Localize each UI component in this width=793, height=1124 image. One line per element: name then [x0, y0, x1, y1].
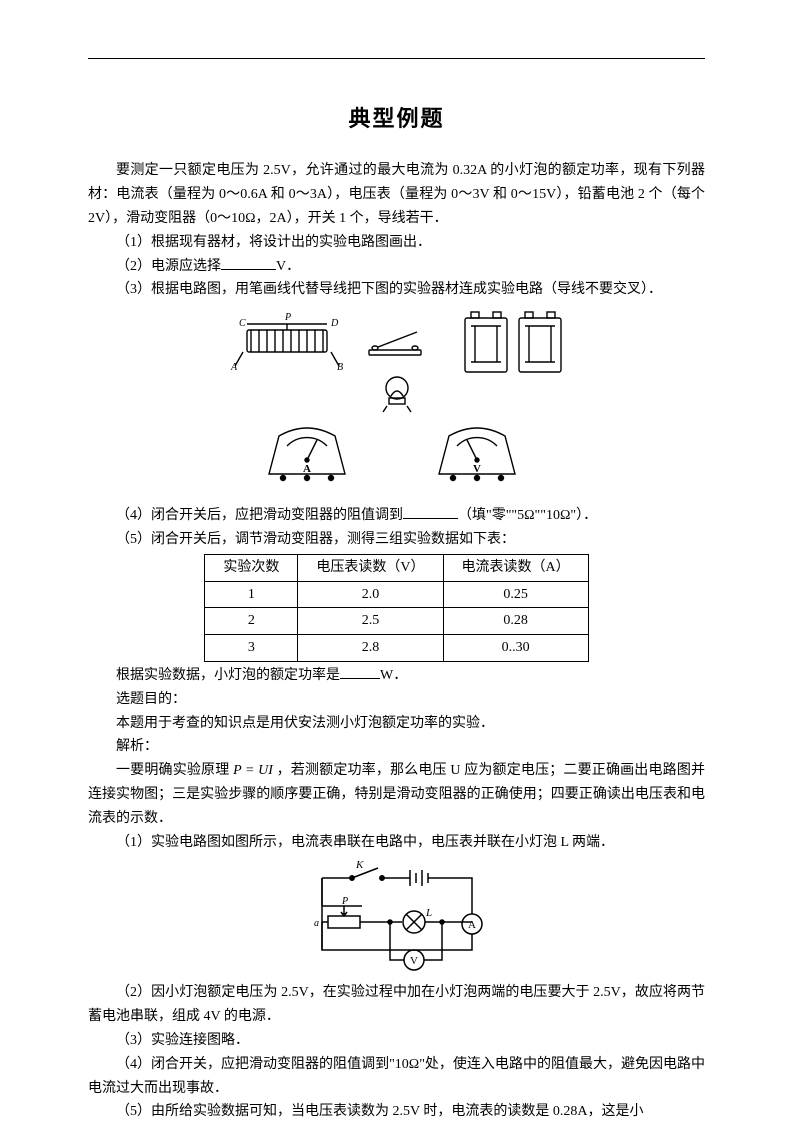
svg-text:B: B [337, 362, 343, 373]
th-trial: 实验次数 [205, 554, 298, 581]
cell: 0..30 [443, 635, 588, 662]
after-table: 根据实验数据，小灯泡的额定功率是 W． [88, 664, 705, 688]
svg-text:P: P [284, 312, 291, 323]
figure-circuit: K A P a L [88, 860, 705, 975]
th-voltage: 电压表读数（V） [298, 554, 443, 581]
table-row: 3 2.8 0..30 [205, 635, 588, 662]
answer-3: （3）实验连接图略． [88, 1029, 705, 1053]
svg-text:C: C [239, 318, 246, 329]
figure-apparatus: C D A B P [88, 308, 705, 498]
formula-p-ui: P = UI [233, 763, 273, 778]
after-table-a: 根据实验数据，小灯泡的额定功率是 [116, 668, 340, 683]
q2-text-b: V． [276, 259, 300, 274]
page-title: 典型例题 [88, 100, 705, 137]
power-blank [340, 665, 380, 679]
after-table-b: W． [380, 668, 407, 683]
answer-1: （1）实验电路图如图所示，电流表串联在电路中，电压表并联在小灯泡 L 两端． [88, 831, 705, 855]
svg-text:D: D [330, 318, 339, 329]
cell: 2 [205, 608, 298, 635]
question-2: （2）电源应选择 V． [88, 255, 705, 279]
purpose-label: 选题目的： [88, 688, 705, 712]
question-4: （4）闭合开关后，应把滑动变阻器的阻值调到 （填"零""5Ω""10Ω"）． [88, 504, 705, 528]
cell: 3 [205, 635, 298, 662]
table-row: 2 2.5 0.28 [205, 608, 588, 635]
svg-text:P: P [341, 896, 348, 907]
question-1: （1）根据现有器材，将设计出的实验电路图画出． [88, 231, 705, 255]
answer-4: （4）闭合开关，应把滑动变阻器的阻值调到"10Ω"处，使连入电路中的阻值最大，避… [88, 1053, 705, 1101]
top-horizontal-rule [88, 58, 705, 59]
svg-text:A: A [468, 919, 476, 931]
analysis-1: 一要明确实验原理 P = UI ，若测额定功率，那么电压 U 应为额定电压；二要… [88, 759, 705, 830]
cell: 0.28 [443, 608, 588, 635]
svg-text:V: V [473, 463, 481, 475]
svg-text:V: V [410, 955, 418, 967]
analysis-label: 解析： [88, 735, 705, 759]
question-5: （5）闭合开关后，调节滑动变阻器，测得三组实验数据如下表： [88, 528, 705, 552]
svg-text:A: A [230, 362, 238, 373]
q2-blank [221, 256, 276, 270]
q4-blank [403, 505, 458, 519]
q2-text-a: （2）电源应选择 [116, 259, 221, 274]
svg-text:L: L [425, 907, 432, 919]
table-row: 1 2.0 0.25 [205, 581, 588, 608]
intro-paragraph: 要测定一只额定电压为 2.5V，允许通过的最大电流为 0.32A 的小灯泡的额定… [88, 159, 705, 230]
purpose-text: 本题用于考查的知识点是用伏安法测小灯泡额定功率的实验． [88, 712, 705, 736]
cell: 2.8 [298, 635, 443, 662]
analysis1-a: 一要明确实验原理 [116, 763, 233, 778]
answer-2: （2）因小灯泡额定电压为 2.5V，在实验过程中加在小灯泡两端的电压要大于 2.… [88, 981, 705, 1029]
circuit-svg: K A P a L [292, 860, 502, 975]
q4-text-a: （4）闭合开关后，应把滑动变阻器的阻值调到 [116, 508, 403, 523]
apparatus-svg: C D A B P [207, 308, 587, 498]
th-current: 电流表读数（A） [443, 554, 588, 581]
table-header-row: 实验次数 电压表读数（V） 电流表读数（A） [205, 554, 588, 581]
cell: 1 [205, 581, 298, 608]
q4-text-b: （填"零""5Ω""10Ω"）． [458, 508, 597, 523]
svg-text:a: a [314, 918, 319, 929]
question-3: （3）根据电路图，用笔画线代替导线把下图的实验器材连成实验电路（导线不要交叉）． [88, 278, 705, 302]
cell: 2.5 [298, 608, 443, 635]
svg-text:K: K [355, 860, 364, 871]
data-table: 实验次数 电压表读数（V） 电流表读数（A） 1 2.0 0.25 2 2.5 … [204, 554, 588, 662]
cell: 2.0 [298, 581, 443, 608]
svg-text:A: A [303, 463, 311, 475]
cell: 0.25 [443, 581, 588, 608]
answer-5: （5）由所给实验数据可知，当电压表读数为 2.5V 时，电流表的读数是 0.28… [88, 1100, 705, 1124]
